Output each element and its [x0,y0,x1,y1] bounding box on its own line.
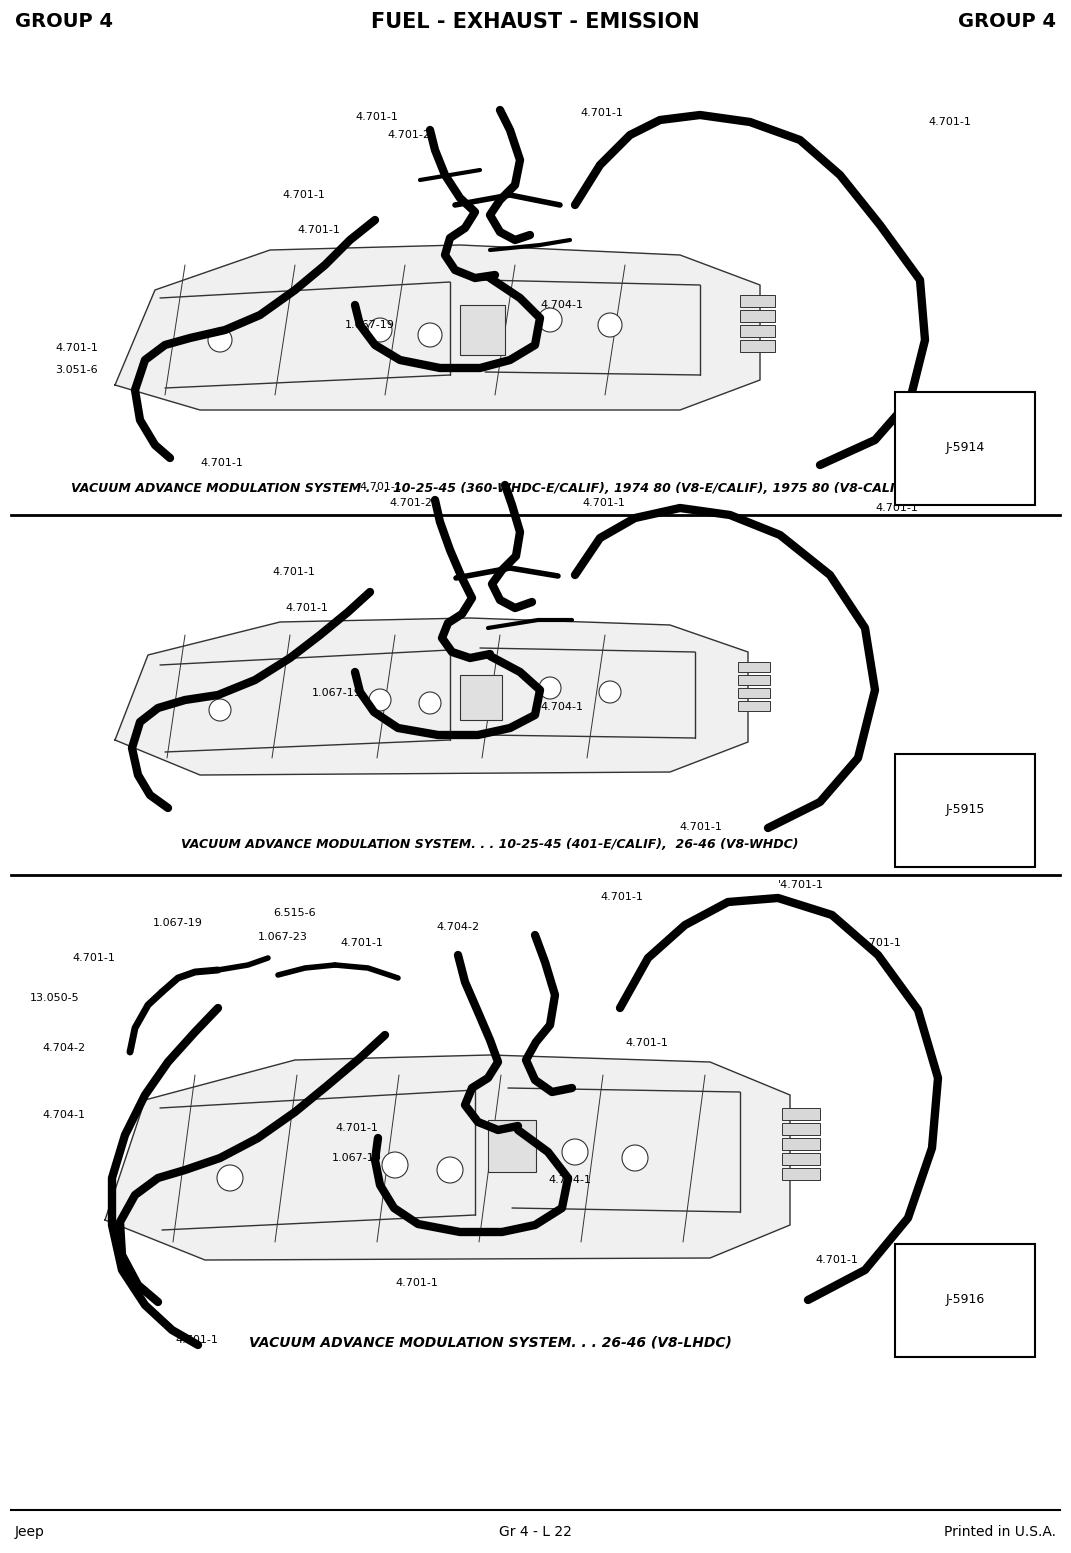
Text: GROUP 4: GROUP 4 [15,12,114,31]
Text: 4.701-1: 4.701-1 [335,1123,378,1134]
Text: 4.701-1: 4.701-1 [200,458,243,467]
Text: VACUUM ADVANCE MODULATION SYSTEM. . . 10-25-45 (401-E/CALIF),  26-46 (V8-WHDC): VACUUM ADVANCE MODULATION SYSTEM. . . 10… [181,839,799,851]
Text: 4.704-1: 4.704-1 [42,1110,85,1120]
Bar [782,1123,820,1135]
Text: 4.701-1: 4.701-1 [815,1255,858,1266]
Circle shape [208,328,232,353]
Circle shape [369,690,391,711]
Text: 4.701-1: 4.701-1 [858,938,901,947]
Text: 4.701-1: 4.701-1 [875,503,918,512]
Text: 4.701-1: 4.701-1 [272,567,315,578]
Bar [738,662,770,672]
Text: J-5914: J-5914 [946,441,984,455]
Text: J-5915: J-5915 [946,803,984,817]
Bar [461,676,502,721]
Text: J-5916: J-5916 [946,1294,984,1306]
Bar [738,700,770,711]
Bar [740,325,775,337]
Bar [782,1168,820,1180]
Text: 6.515-6: 6.515-6 [274,909,316,918]
Text: 4.704-1: 4.704-1 [540,300,583,311]
Bar [782,1107,820,1120]
Circle shape [622,1145,648,1171]
Bar [738,688,770,697]
Text: VACUUM ADVANCE MODULATION SYSTEM . . . 10-25-45 (360-WHDC-E/CALIF), 1974 80 (V8-: VACUUM ADVANCE MODULATION SYSTEM . . . 1… [71,481,909,495]
Polygon shape [105,1054,790,1259]
Bar [740,295,775,307]
Circle shape [368,318,392,342]
Text: 4.701-1: 4.701-1 [582,499,624,508]
Text: 4.701-1: 4.701-1 [601,891,644,902]
Circle shape [599,682,621,704]
Text: 4.701-1: 4.701-1 [927,116,971,127]
Text: 4.704-2: 4.704-2 [437,922,480,932]
Text: Gr 4 - L 22: Gr 4 - L 22 [499,1525,572,1539]
Text: '4.701-1: '4.701-1 [778,881,824,890]
Text: Printed in U.S.A.: Printed in U.S.A. [944,1525,1056,1539]
Circle shape [209,699,231,721]
Bar [740,340,775,353]
Text: 1.067-19: 1.067-19 [345,320,395,329]
Text: 4.701-1: 4.701-1 [285,603,328,613]
Text: GROUP 4: GROUP 4 [957,12,1056,31]
Text: Jeep: Jeep [15,1525,45,1539]
Text: 1.067-19: 1.067-19 [332,1152,382,1163]
Bar [461,304,506,356]
Text: 4.701-1: 4.701-1 [625,1037,668,1048]
Text: 3.051-6: 3.051-6 [55,365,97,374]
Text: 1.067-19: 1.067-19 [153,918,202,929]
Text: 4.704-2: 4.704-2 [42,1044,85,1053]
Polygon shape [115,618,748,775]
Text: 4.701-1: 4.701-1 [359,481,402,492]
Text: 1.067-23: 1.067-23 [258,932,307,943]
Text: FUEL - EXHAUST - EMISSION: FUEL - EXHAUST - EMISSION [371,12,699,33]
Text: 4.701-2: 4.701-2 [389,499,432,508]
Circle shape [539,677,561,699]
Bar [782,1138,820,1151]
Text: 4.701-1: 4.701-1 [297,225,340,235]
Bar [488,1120,536,1173]
Bar [738,676,770,685]
Circle shape [598,314,622,337]
Text: 4.701-1: 4.701-1 [340,938,382,947]
Circle shape [538,307,562,332]
Text: 4.701-1: 4.701-1 [175,1336,217,1345]
Text: 4.701-1: 4.701-1 [55,343,97,353]
Text: 4.701-1: 4.701-1 [580,109,623,118]
Circle shape [562,1138,588,1165]
Text: 1.067-19: 1.067-19 [312,688,362,697]
Bar [782,1152,820,1165]
Circle shape [382,1152,408,1179]
Text: 4.701-1: 4.701-1 [395,1278,438,1287]
Bar [740,311,775,321]
Circle shape [217,1165,243,1191]
Text: 4.701-1: 4.701-1 [356,112,398,123]
Text: VACUUM ADVANCE MODULATION SYSTEM. . . 26-46 (V8-LHDC): VACUUM ADVANCE MODULATION SYSTEM. . . 26… [248,1336,731,1350]
Circle shape [437,1157,463,1183]
Text: 4.701-2: 4.701-2 [387,130,429,140]
Text: 13.050-5: 13.050-5 [30,992,79,1003]
Text: 4.701-1: 4.701-1 [72,954,115,963]
Polygon shape [115,245,760,410]
Circle shape [419,693,441,714]
Text: 4.701-1: 4.701-1 [282,189,325,200]
Text: 4.701-1: 4.701-1 [679,822,722,832]
Text: 4.704-1: 4.704-1 [540,702,583,711]
Text: 4.704-1: 4.704-1 [548,1176,591,1185]
Circle shape [418,323,442,346]
